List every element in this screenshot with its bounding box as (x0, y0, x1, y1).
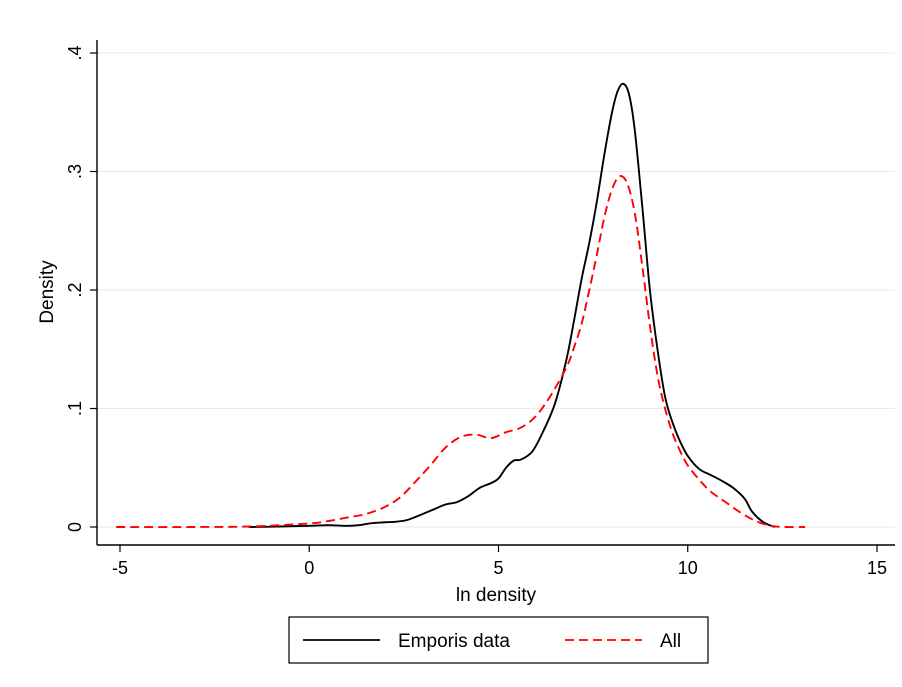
legend-label-emporis: Emporis data (398, 631, 510, 652)
series-line-emporis-data (248, 82, 776, 528)
axes-layer (96, 40, 895, 546)
series-layer (116, 82, 806, 529)
x-tick-label: 5 (493, 558, 503, 578)
grid-layer (97, 52, 895, 528)
y-tick-label: .4 (65, 45, 85, 60)
y-tick-label: .2 (65, 282, 85, 297)
series-line-all (116, 175, 806, 529)
x-axis-title: ln density (456, 585, 537, 606)
y-ticks: 0 .1 .2 .3 .4 (65, 45, 97, 532)
legend-label-all: All (660, 631, 681, 652)
y-axis-title: Density (37, 260, 58, 324)
y-tick-label: .3 (65, 164, 85, 179)
x-tick-label: 15 (867, 558, 887, 578)
y-tick-label: 0 (65, 522, 85, 532)
y-tick-label: .1 (65, 401, 85, 416)
x-tick-label: 0 (304, 558, 314, 578)
x-tick-label: 10 (678, 558, 698, 578)
legend: Emporis data All (288, 616, 709, 664)
x-ticks: -5 0 5 10 15 (112, 545, 887, 578)
x-tick-label: -5 (112, 558, 128, 578)
